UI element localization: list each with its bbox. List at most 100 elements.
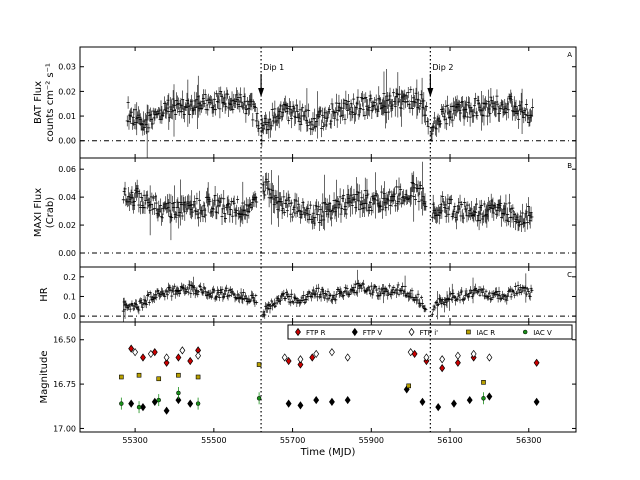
y-tick-label-maxi-0: 0.00 xyxy=(58,249,76,258)
marker-ftp-i--13 xyxy=(454,351,461,360)
y-tick-label-maxi-2: 0.04 xyxy=(58,193,76,202)
y-tick-label-mag-1: 16.75 xyxy=(53,380,76,389)
y-axis-label-maxi-1: (Crab) xyxy=(45,197,56,228)
marker-iac-v-5 xyxy=(256,396,262,401)
legend-ftp-v-marker xyxy=(351,327,358,337)
marker-ftp-v-16 xyxy=(486,392,493,401)
legend-ftp-i--label: FTP i' xyxy=(420,329,439,337)
dip-label-2: Dip 2 xyxy=(432,63,453,72)
marker-ftp-i--15 xyxy=(486,353,493,362)
x-tick-label-5: 56300 xyxy=(516,436,541,445)
marker-ftp-r-12 xyxy=(439,364,446,373)
marker-ftp-v-13 xyxy=(435,403,442,412)
marker-ftp-v-12 xyxy=(419,397,426,406)
marker-ftp-i--3 xyxy=(179,346,186,355)
legend-iac-v-label: IAC V xyxy=(533,329,552,337)
marker-ftp-v-17 xyxy=(533,397,540,406)
marker-ftp-r-3 xyxy=(163,358,170,367)
legend-ftp-r-marker xyxy=(295,327,301,337)
y-tick-label-mag-2: 17.00 xyxy=(53,424,76,433)
y-axis-label-bat-0: BAT Flux xyxy=(33,81,44,124)
dip-arrow-head-2 xyxy=(427,88,434,97)
legend-iac-r-label: IAC R xyxy=(476,329,495,337)
marker-ftp-v-2 xyxy=(151,397,158,406)
marker-iac-v-6 xyxy=(481,396,486,401)
y-tick-label-mag-0: 16.50 xyxy=(53,336,76,345)
marker-iac-v-1 xyxy=(136,404,142,410)
dip-arrow-head-1 xyxy=(258,88,265,97)
marker-ftp-v-10 xyxy=(344,395,351,405)
x-tick-label-0: 55300 xyxy=(122,436,147,445)
legend-ftp-r-label: FTP R xyxy=(306,329,326,337)
marker-ftp-i--0 xyxy=(132,348,139,357)
marker-ftp-r-1 xyxy=(140,353,146,362)
marker-ftp-i--9 xyxy=(344,353,351,362)
y-axis-label-mag-0: Magnitude xyxy=(39,351,50,404)
marker-ftp-r-0 xyxy=(128,344,135,353)
marker-ftp-i--14 xyxy=(470,349,477,359)
marker-iac-r-0 xyxy=(119,374,124,380)
marker-iac-r-7 xyxy=(481,380,486,385)
marker-iac-r-5 xyxy=(256,362,262,367)
legend-ftp-v-label: FTP V xyxy=(363,329,383,337)
marker-iac-r-6 xyxy=(406,383,411,389)
marker-iac-r-1 xyxy=(136,372,142,378)
marker-ftp-i--11 xyxy=(423,353,430,362)
marker-iac-r-4 xyxy=(195,374,201,380)
y-tick-label-bat-2: 0.02 xyxy=(58,87,76,96)
dip-label-1: Dip 1 xyxy=(263,63,284,72)
y-axis-label-maxi-0: MAXI Flux xyxy=(33,188,44,237)
marker-ftp-v-1 xyxy=(140,403,146,412)
marker-ftp-r-7 xyxy=(285,356,292,366)
y-axis-label-hr-0: HR xyxy=(39,287,50,302)
marker-ftp-v-5 xyxy=(187,399,194,408)
legend-iac-v-marker xyxy=(522,329,528,335)
light-curve-bat xyxy=(125,69,534,158)
y-tick-label-maxi-3: 0.06 xyxy=(58,165,76,174)
x-tick-label-3: 55900 xyxy=(359,436,384,445)
marker-ftp-v-9 xyxy=(329,397,335,406)
legend-ftp-i--marker xyxy=(408,327,415,337)
panel-letter-maxi: B xyxy=(567,162,572,170)
marker-ftp-i--10 xyxy=(407,348,414,357)
y-tick-label-bat-0: 0.00 xyxy=(58,137,76,146)
y-tick-label-bat-3: 0.03 xyxy=(58,63,76,72)
marker-ftp-r-15 xyxy=(533,358,540,367)
marker-ftp-i--4 xyxy=(195,351,202,360)
marker-ftp-i--7 xyxy=(313,349,320,359)
marker-iac-r-3 xyxy=(176,372,181,378)
marker-ftp-i--8 xyxy=(329,348,335,357)
marker-ftp-v-7 xyxy=(297,401,304,410)
marker-ftp-i--12 xyxy=(439,355,446,364)
panel-frame-mag xyxy=(79,321,577,433)
marker-ftp-r-13 xyxy=(454,358,461,367)
marker-iac-v-2 xyxy=(156,397,161,403)
marker-ftp-v-8 xyxy=(313,395,320,405)
light-curve-hr xyxy=(121,269,534,322)
marker-ftp-i--2 xyxy=(163,353,170,362)
marker-iac-v-3 xyxy=(176,390,181,396)
marker-ftp-i--6 xyxy=(297,355,304,364)
marker-ftp-v-11 xyxy=(403,385,410,394)
marker-ftp-v-3 xyxy=(163,406,170,415)
marker-iac-v-4 xyxy=(195,401,201,406)
marker-ftp-v-15 xyxy=(466,395,473,405)
x-axis-label: Time (MJD) xyxy=(300,447,356,458)
marker-ftp-i--1 xyxy=(147,349,154,359)
marker-iac-r-2 xyxy=(156,376,162,382)
panel-frame-bat xyxy=(79,46,577,159)
light-curve-maxi xyxy=(121,161,534,241)
panel-letter-hr: C xyxy=(567,271,572,279)
marker-ftp-r-5 xyxy=(187,356,194,366)
y-tick-label-hr-1: 0.1 xyxy=(63,292,76,301)
y-axis-label-bat-1: counts cm⁻² s⁻¹ xyxy=(45,63,56,142)
marker-ftp-v-6 xyxy=(285,399,292,408)
marker-ftp-r-9 xyxy=(309,353,316,362)
panel-letter-bat: A xyxy=(567,51,572,59)
legend-iac-r-marker xyxy=(466,329,471,335)
y-tick-label-bat-1: 0.01 xyxy=(58,112,76,121)
marker-ftp-r-4 xyxy=(175,353,182,362)
y-tick-label-hr-2: 0.2 xyxy=(63,273,76,282)
marker-ftp-i--5 xyxy=(281,353,288,362)
